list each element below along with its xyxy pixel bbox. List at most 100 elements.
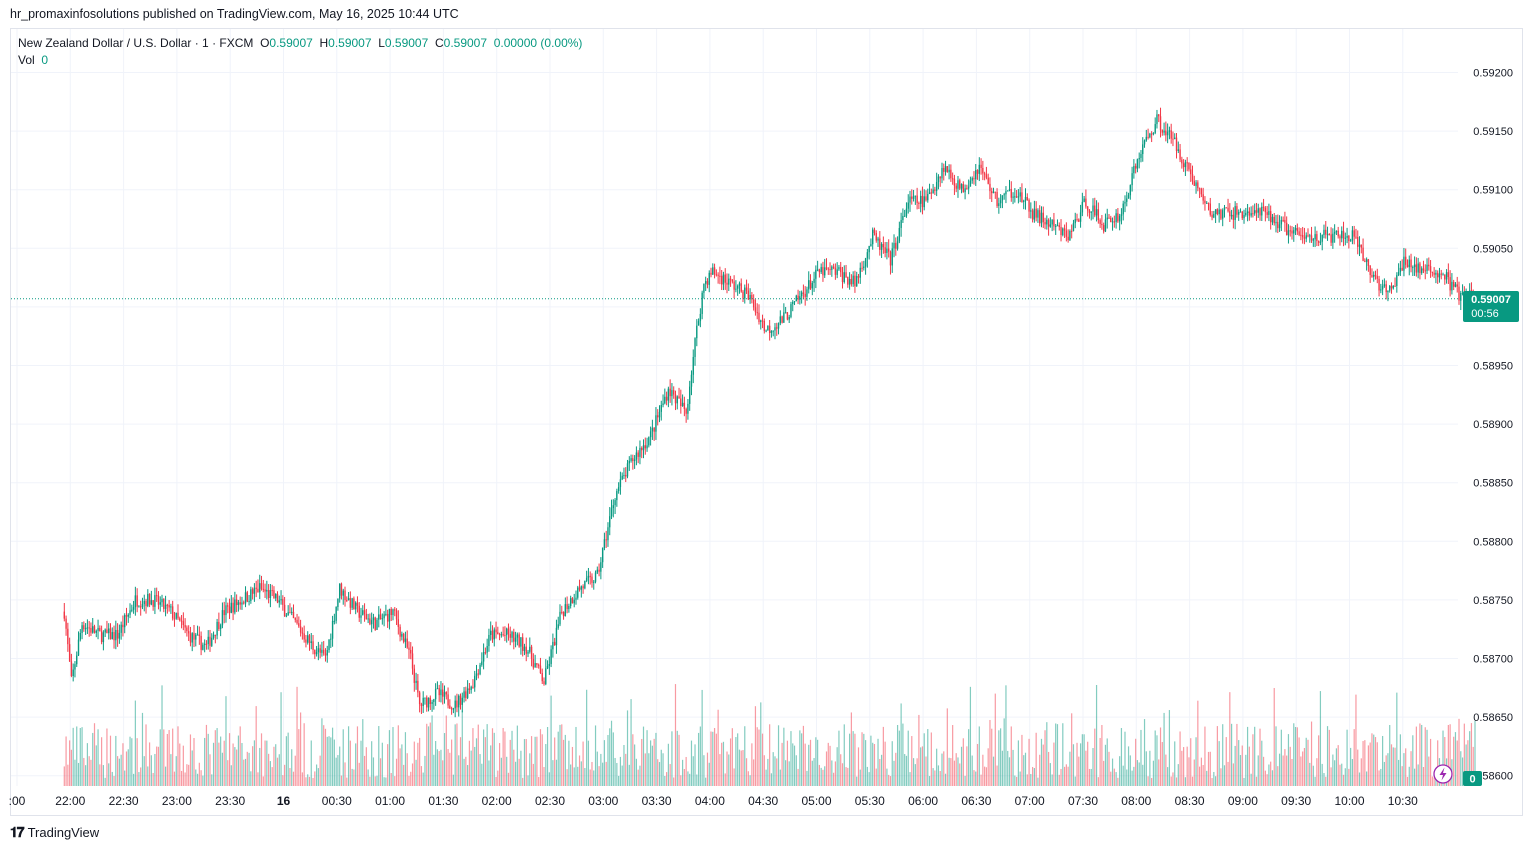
volume-bar: [1351, 759, 1354, 786]
volume-bar: [943, 751, 945, 786]
volume-bar: [488, 760, 490, 786]
volume-bar: [1159, 727, 1162, 786]
candle-body: [816, 269, 819, 271]
candle-body: [447, 694, 449, 706]
volume-bar: [758, 729, 760, 786]
volume-bar: [81, 727, 83, 786]
candle-body: [294, 618, 296, 620]
candle-body: [520, 637, 522, 647]
candle-body: [1088, 210, 1091, 213]
volume-bar: [715, 733, 717, 786]
volume-bar: [216, 728, 218, 786]
price-tick-label: 0.59100: [1473, 185, 1513, 197]
volume-bar: [804, 743, 806, 786]
time-tick-label: 08:30: [1175, 794, 1205, 808]
volume-bar: [1202, 765, 1204, 786]
volume-bar: [722, 741, 725, 786]
time-tick-label: 01:30: [428, 794, 458, 808]
candle-body: [1406, 264, 1409, 268]
time-axis[interactable]: :00 22:00 22:30 23:00 23:30 16 00:30 01:00 01:30…: [9, 794, 1418, 808]
volume-bar: [818, 764, 820, 786]
candle-body: [145, 600, 147, 607]
candle-body: [1303, 237, 1306, 239]
candle-body: [792, 301, 794, 305]
volume-bar: [651, 745, 653, 786]
candle-body: [809, 280, 812, 289]
volume-bar: [1197, 700, 1199, 786]
candle-body: [959, 180, 961, 189]
candle-body: [376, 619, 378, 630]
candle-body: [266, 589, 268, 592]
candle-body: [927, 194, 929, 201]
volume-bar: [609, 728, 611, 786]
candle-body: [356, 602, 359, 606]
candle-body: [186, 627, 188, 632]
candle-body: [658, 411, 661, 418]
candle-body: [960, 184, 963, 189]
time-tick-label: 16: [277, 794, 291, 808]
candle-body: [953, 178, 956, 186]
candle-body: [63, 611, 66, 619]
volume-bar: [90, 759, 92, 786]
candle-body: [1117, 213, 1119, 222]
candle-body: [458, 695, 460, 708]
candle-body: [100, 631, 103, 643]
candle-body: [998, 203, 1000, 207]
candle-body: [292, 611, 295, 619]
candle-body: [1357, 237, 1359, 247]
candle-body: [1191, 174, 1194, 182]
candle-body: [314, 649, 316, 655]
candle-body: [505, 628, 508, 636]
volume-bar: [483, 729, 485, 786]
tradingview-logo[interactable]: 𝟏𝟕 TradingView: [10, 824, 99, 841]
volume-bar: [1099, 737, 1101, 786]
volume-bar: [797, 768, 799, 786]
legend-symbol[interactable]: New Zealand Dollar / U.S. Dollar · 1 · F…: [18, 36, 254, 50]
candle-body: [1241, 211, 1243, 219]
volume-bar: [1007, 750, 1009, 786]
candle-body: [992, 191, 995, 194]
volume-bar: [1076, 742, 1078, 786]
candle-body: [577, 587, 579, 598]
volume-bar: [1314, 776, 1316, 786]
volume-bar: [982, 754, 984, 786]
candle-body: [76, 655, 78, 665]
volume-bar: [1387, 753, 1389, 786]
price-axis[interactable]: 0.592000.591500.591000.590500.590000.589…: [1473, 68, 1513, 783]
candle-body: [534, 663, 536, 668]
candle-body: [980, 164, 982, 168]
volume-bar: [95, 745, 97, 786]
candle-body: [1062, 228, 1064, 236]
volume-bar: [1348, 768, 1350, 786]
candle-body: [67, 628, 69, 645]
candle-body: [930, 192, 933, 194]
volume-bar: [952, 725, 954, 786]
lightning-icon[interactable]: [1433, 764, 1453, 784]
candle-body: [177, 612, 179, 619]
volume-bar: [774, 756, 776, 786]
volume-bar: [449, 752, 451, 786]
volume-bar: [1257, 755, 1259, 786]
candle-body: [1237, 212, 1240, 215]
candle-body: [1090, 211, 1092, 213]
volume-bar: [459, 737, 462, 786]
volume-bar: [655, 732, 657, 786]
volume-bar: [753, 759, 755, 786]
candle-body: [845, 272, 847, 277]
volume-bar: [603, 740, 606, 786]
candle-body: [216, 621, 218, 636]
candle-body: [175, 612, 177, 619]
candle-body: [461, 697, 463, 705]
volume-bar: [1142, 764, 1144, 786]
volume-bar: [1241, 745, 1243, 786]
volume-bar: [795, 755, 797, 786]
volume-bar: [232, 743, 234, 786]
candle-body: [513, 632, 515, 642]
volume-bar: [83, 757, 85, 786]
candle-body: [511, 632, 513, 638]
candle-body: [1456, 284, 1458, 287]
volume-bar: [854, 733, 856, 786]
candle-body: [765, 330, 767, 332]
volume-bar: [692, 756, 694, 786]
